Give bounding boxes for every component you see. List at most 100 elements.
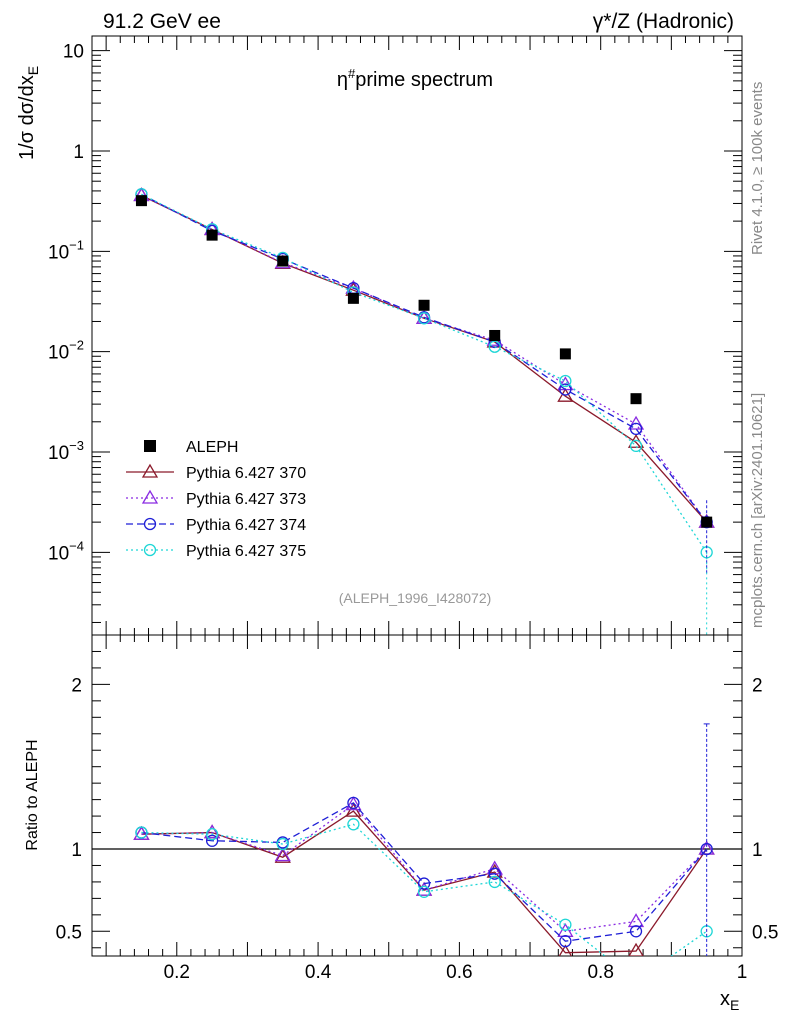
legend-label: Pythia 6.427 374: [186, 517, 306, 534]
ratio-series-point: [205, 828, 219, 841]
ratio-series-line: [141, 802, 708, 942]
main-series-point: [559, 383, 572, 396]
aleph-data-point: [489, 329, 501, 341]
ratio-frame: [91, 634, 743, 957]
x-tick-label: 0.4: [305, 962, 332, 983]
ratio-series-line: [141, 803, 708, 932]
header-right: γ*/Z (Hadronic): [593, 10, 734, 33]
main-series-point: [559, 374, 572, 388]
tick-exp: −2: [69, 338, 84, 353]
main-y-tick-label: 10−2: [48, 338, 84, 364]
ratio-xlabel: xE: [720, 988, 739, 1013]
aleph-data-point: [135, 195, 147, 207]
ratio-series-point: [274, 848, 291, 863]
ratio-y-tick-label: 2: [71, 675, 82, 696]
legend-marker: [141, 489, 159, 504]
legend-marker: [141, 463, 159, 478]
ratio-series-group: [133, 723, 715, 956]
main-series-point: [417, 312, 431, 325]
header-left: 91.2 GeV ee: [103, 10, 221, 33]
aleph-data-point: [630, 393, 642, 405]
ratio-series-point: [276, 837, 289, 851]
title-rest: prime spectrum: [355, 69, 493, 91]
aleph-data-point: [206, 229, 218, 241]
ratio-series-point: [205, 834, 219, 847]
ratio-series-point: [417, 885, 431, 898]
ratio-series-point: [628, 942, 644, 956]
main-series-point: [557, 387, 574, 402]
title-sup: #: [348, 66, 356, 81]
ratio-series-point: [347, 818, 360, 831]
main-y-tick-label: 10−4: [48, 538, 84, 564]
main-y-tick-label: 1: [73, 142, 84, 163]
ratio-series-point: [488, 875, 501, 889]
tick-exp: −3: [69, 438, 84, 453]
ratio-ylabel: Ratio to ALEPH: [24, 739, 41, 850]
main-series-point: [488, 340, 501, 353]
ratio-series-point: [488, 867, 501, 880]
tick-exp: −4: [69, 538, 84, 553]
legend-label: Pythia 6.427 370: [186, 465, 306, 482]
aleph-data-point: [277, 255, 289, 267]
main-ylabel-main: 1/σ dσ/dx: [16, 75, 38, 160]
ratio-series-line: [141, 823, 708, 956]
tick-base: 10: [48, 443, 69, 464]
tick-base: 10: [48, 543, 69, 564]
ratio-series-point: [558, 944, 573, 956]
main-ylabel-sub: E: [25, 66, 41, 75]
legend-item: Pythia 6.427 373: [126, 489, 306, 508]
legend-aleph-label: ALEPH: [186, 439, 238, 456]
main-series-point: [629, 439, 643, 453]
main-data-marks: [133, 187, 715, 635]
ratio-series-point: [203, 824, 221, 839]
main-y-tick-label: 10−1: [48, 237, 84, 263]
plot-title: η#prime spectrum: [337, 66, 493, 91]
x-tick-label: 1: [737, 962, 748, 983]
tick-base: 10: [48, 343, 69, 364]
main-y-tick-label: 10: [63, 42, 84, 63]
tick-exp: −1: [69, 237, 84, 252]
ratio-y-tick-label: 0.5: [56, 922, 82, 943]
ratio-series-point: [559, 935, 572, 948]
aleph-data-point: [559, 348, 571, 360]
aleph-data-point: [347, 292, 359, 304]
ratio-series-point: [629, 925, 643, 938]
legend-label: Pythia 6.427 373: [186, 491, 306, 508]
ratio-series-point: [559, 918, 572, 931]
legend: ALEPH Pythia 6.427 370 Pythia 6.427 373 Pyt…: [126, 439, 306, 560]
legend-item-aleph: ALEPH: [144, 439, 238, 456]
legend-aleph-marker: [144, 440, 156, 452]
analysis-label: (ALEPH_1996_I428072): [339, 590, 492, 606]
legend-marker: [143, 543, 157, 557]
mcplots-label: mcplots.cern.ch [arXiv:2401.10621]: [749, 393, 766, 628]
rivet-label: Rivet 4.1.0, ≥ 100k events: [749, 82, 766, 255]
ratio-xlabel-main: x: [720, 988, 730, 1010]
ratio-panel: 0.2 0.4 0.6 0.8 10.5 0.51 12 2: [56, 634, 778, 983]
ratio-series-point: [274, 847, 291, 862]
ratio-series-point: [345, 796, 362, 811]
legend-marker: [143, 517, 157, 531]
ratio-y-tick-label-right: 2: [752, 675, 763, 696]
main-y-tick-label: 10−3: [48, 438, 84, 464]
ratio-data-marks: [133, 723, 715, 956]
ratio-series-point: [135, 826, 148, 839]
main-series-line: [141, 193, 708, 523]
main-series-point: [627, 415, 645, 430]
legend-item: Pythia 6.427 375: [126, 543, 306, 560]
tick-base: 10: [48, 242, 69, 263]
ratio-y-tick-label-right: 0.5: [752, 922, 778, 943]
x-tick-label: 0.8: [587, 962, 613, 983]
legend-item: Pythia 6.427 370: [126, 463, 306, 482]
ratio-xlabel-sub: E: [730, 997, 739, 1013]
ratio-series-point: [415, 881, 433, 896]
ratio-y-tick-label: 1: [71, 840, 82, 861]
x-tick-label: 0.6: [446, 962, 472, 983]
main-ylabel: 1/σ dσ/dxE: [16, 66, 41, 160]
aleph-data-point: [418, 299, 430, 311]
main-series-point: [629, 422, 643, 436]
legend-item: Pythia 6.427 374: [126, 517, 306, 534]
title-symbol: η: [337, 69, 348, 91]
ratio-series-point: [347, 796, 360, 810]
